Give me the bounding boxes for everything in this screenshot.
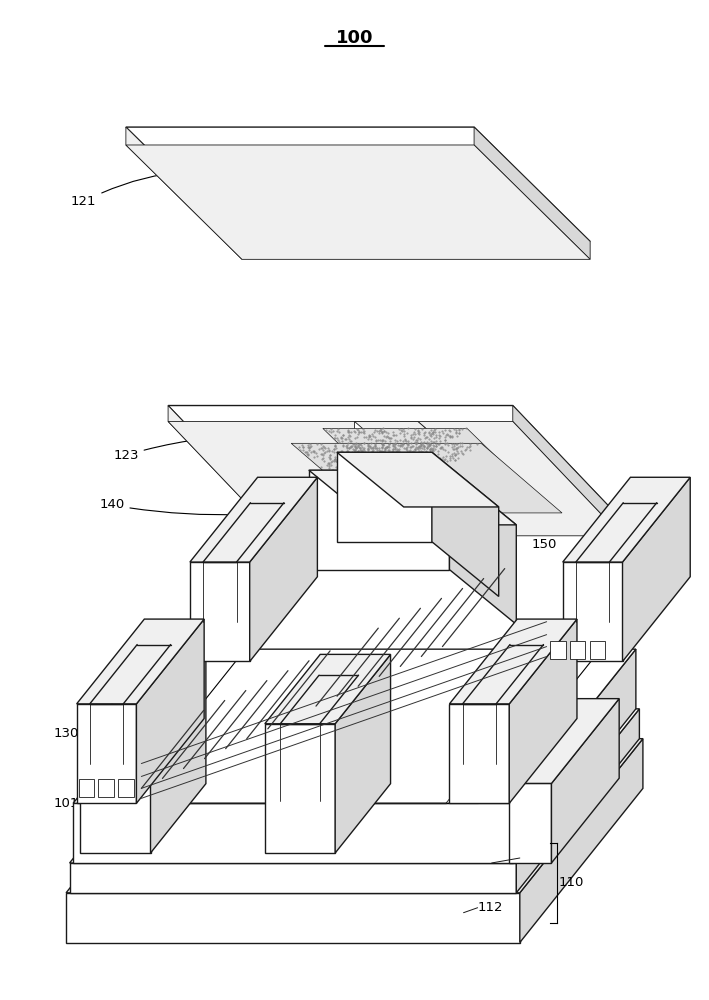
Text: 150: 150 — [529, 527, 557, 551]
Polygon shape — [509, 699, 619, 783]
Polygon shape — [550, 641, 566, 659]
Polygon shape — [309, 470, 516, 525]
Text: 111: 111 — [520, 851, 545, 864]
Polygon shape — [80, 654, 206, 724]
Polygon shape — [126, 127, 590, 241]
Polygon shape — [563, 477, 691, 562]
Polygon shape — [509, 619, 577, 803]
Polygon shape — [126, 145, 590, 259]
Polygon shape — [418, 421, 464, 499]
Text: 211: 211 — [159, 665, 257, 680]
Polygon shape — [190, 562, 250, 661]
Polygon shape — [190, 477, 318, 562]
Text: 100: 100 — [336, 29, 373, 47]
Polygon shape — [509, 783, 552, 863]
Polygon shape — [168, 421, 622, 536]
Polygon shape — [450, 704, 509, 803]
Polygon shape — [118, 779, 133, 797]
Polygon shape — [73, 803, 513, 863]
Text: 123: 123 — [113, 435, 391, 462]
Polygon shape — [69, 709, 640, 863]
Polygon shape — [474, 127, 590, 259]
Polygon shape — [264, 724, 335, 853]
Polygon shape — [513, 406, 622, 536]
Polygon shape — [552, 699, 619, 863]
Polygon shape — [450, 470, 516, 624]
Polygon shape — [354, 421, 464, 461]
Polygon shape — [309, 470, 450, 570]
Polygon shape — [432, 452, 498, 596]
Polygon shape — [264, 654, 391, 724]
Polygon shape — [450, 619, 577, 704]
Polygon shape — [323, 428, 530, 490]
Polygon shape — [590, 641, 605, 659]
Text: 101: 101 — [53, 797, 84, 813]
Polygon shape — [516, 709, 640, 893]
Polygon shape — [513, 649, 636, 863]
Polygon shape — [69, 863, 516, 893]
Polygon shape — [354, 421, 418, 459]
Text: 121: 121 — [71, 171, 274, 208]
Polygon shape — [250, 477, 318, 661]
Polygon shape — [570, 641, 586, 659]
Polygon shape — [99, 779, 114, 797]
Polygon shape — [80, 724, 150, 853]
Polygon shape — [73, 649, 636, 803]
Text: 110: 110 — [559, 876, 584, 889]
Polygon shape — [563, 562, 623, 661]
Polygon shape — [150, 654, 206, 853]
Polygon shape — [79, 779, 94, 797]
Polygon shape — [66, 739, 643, 893]
Text: 112: 112 — [478, 901, 503, 914]
Polygon shape — [623, 477, 691, 661]
Text: 140: 140 — [99, 498, 352, 515]
Polygon shape — [337, 452, 498, 507]
Polygon shape — [168, 406, 622, 520]
Polygon shape — [291, 443, 562, 513]
Polygon shape — [337, 452, 432, 542]
Polygon shape — [77, 619, 204, 704]
Polygon shape — [520, 739, 643, 943]
Polygon shape — [335, 654, 391, 853]
Polygon shape — [66, 893, 520, 943]
Polygon shape — [77, 704, 136, 803]
Text: 130: 130 — [53, 727, 123, 743]
Polygon shape — [126, 127, 242, 259]
Polygon shape — [168, 406, 277, 536]
Text: 122: 122 — [516, 717, 547, 730]
Polygon shape — [136, 619, 204, 803]
